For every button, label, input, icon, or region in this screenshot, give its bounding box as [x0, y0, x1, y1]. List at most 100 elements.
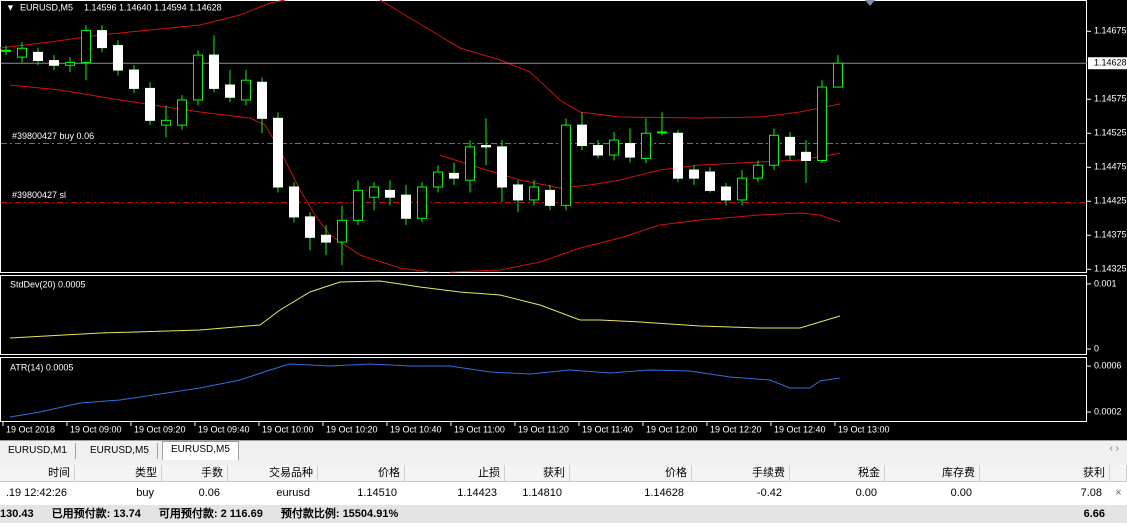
column-header: 时间: [0, 465, 75, 482]
time-label: 19 Oct 10:20: [326, 424, 378, 434]
candle-body: [97, 30, 107, 49]
band-upper: [0, 0, 286, 49]
time-label: 19 Oct 11:20: [518, 424, 569, 434]
indicator-axis-label: 0.0006: [1094, 360, 1122, 370]
time-label: 19 Oct 09:00: [70, 424, 122, 434]
column-header: 交易品种: [228, 465, 318, 482]
candle-body: [241, 79, 251, 101]
candle-body: [497, 146, 507, 188]
column-header: 类型: [75, 465, 162, 482]
time-label: 19 Oct 10:00: [262, 424, 314, 434]
stddev-pane-frame: [0, 275, 1087, 355]
close-order[interactable]: ×: [1115, 487, 1122, 499]
candle-body: [625, 142, 635, 158]
tab-bar: ‹ › EURUSD,M1 EURUSD,M5 EURUSD,M5: [0, 440, 1127, 461]
candle-body: [1, 49, 11, 52]
candle-body: [561, 124, 571, 206]
candle-body: [417, 186, 427, 219]
candle-body: [657, 131, 667, 134]
time-label: 19 Oct 12:20: [710, 424, 762, 434]
tab[interactable]: EURUSD,M5: [162, 441, 239, 460]
bid-box: [1088, 57, 1127, 70]
candle-body: [449, 172, 459, 179]
candle-body: [801, 151, 811, 161]
candle-body: [785, 136, 795, 156]
summary-profit: 6.66: [1083, 508, 1105, 520]
candle-body: [481, 145, 491, 148]
candle-body: [81, 30, 91, 64]
atr-pane-frame: [0, 357, 1087, 422]
column-header: 手数: [162, 465, 228, 482]
candle-body: [49, 60, 59, 66]
candle-body: [257, 81, 267, 119]
table-cell: .19 12:42:26: [5, 487, 67, 499]
candle-body: [273, 117, 283, 188]
table-cell: -0.42: [756, 487, 782, 499]
candle-body: [161, 119, 171, 126]
price-label: 1.14675: [1094, 26, 1127, 36]
table-cell: 0.00: [855, 487, 877, 499]
candle-body: [673, 132, 683, 179]
candle-body: [721, 186, 731, 201]
candle-body: [833, 62, 843, 88]
candle-body: [513, 184, 523, 201]
price-label: 1.14475: [1094, 162, 1127, 172]
time-label: 19 Oct 11:40: [582, 424, 633, 434]
candle-body: [609, 139, 619, 156]
time-label: 19 Oct 12:40: [774, 424, 826, 434]
table-cell: 1.14810: [522, 487, 562, 499]
candle-body: [65, 62, 75, 66]
column-header: 获利: [505, 465, 570, 482]
table-cell: 1.14510: [357, 487, 397, 499]
summary-item: 已用预付款: 13.74: [51, 508, 141, 520]
time-label: 19 Oct 09:20: [134, 424, 186, 434]
price-label: 1.14425: [1094, 196, 1127, 206]
time-label: 19 Oct 10:40: [390, 424, 442, 434]
candle-body: [385, 189, 395, 198]
column-header: 手续费: [692, 465, 790, 482]
time-label: 19 Oct 2018: [6, 424, 55, 434]
table-cell: 7.08: [1080, 487, 1102, 499]
column-header: 价格: [318, 465, 405, 482]
shift-marker: [865, 0, 875, 6]
tab[interactable]: EURUSD,M1: [0, 443, 76, 459]
band-lower: [9, 84, 431, 273]
candle-body: [641, 132, 651, 159]
menu-arrow[interactable]: ▼: [6, 2, 15, 12]
candle-body: [465, 146, 475, 181]
band-upper: [379, 0, 841, 119]
symbol: EURUSD,M5: [20, 2, 73, 12]
candle-body: [33, 51, 43, 62]
candle-body: [129, 69, 139, 89]
candle-body: [177, 99, 187, 126]
candle-body: [289, 186, 299, 218]
candle-body: [401, 194, 411, 219]
table-cell: eurusd: [276, 487, 310, 499]
indicator-axis-label: 0: [1094, 343, 1099, 353]
ohlc: 1.14596 1.14640 1.14594 1.14628: [84, 2, 222, 12]
candle-body: [577, 124, 587, 147]
candle-body: [305, 216, 315, 238]
column-header: 价格: [570, 465, 692, 482]
table-cell: 0.00: [950, 487, 972, 499]
time-label: 19 Oct 12:00: [646, 424, 698, 434]
tab[interactable]: EURUSD,M5: [82, 443, 158, 459]
time-label: 19 Oct 09:40: [198, 424, 250, 434]
column-header: 税金: [790, 465, 885, 482]
tab-scroll[interactable]: ‹ ›: [1109, 443, 1119, 454]
candle-body: [689, 169, 699, 179]
bid-label: 1.14628: [1094, 58, 1127, 68]
price-label: 1.14525: [1094, 128, 1127, 138]
candle-body: [369, 186, 379, 198]
summary-item: 130.43: [0, 508, 34, 520]
account-summary: 130.43 已用预付款: 13.74 可用预付款: 2 116.69 预付款比例: …: [0, 505, 1127, 523]
candle-body: [145, 87, 155, 121]
time-label: 19 Oct 11:00: [454, 424, 505, 434]
atr-line: [9, 363, 841, 418]
candle-body: [769, 134, 779, 166]
candle-body: [529, 186, 539, 201]
column-header: 获利: [980, 465, 1110, 482]
summary-item: 可用预付款: 2 116.69: [158, 508, 263, 520]
atr-label: ATR(14) 0.0005: [10, 362, 73, 372]
candle-body: [321, 234, 331, 243]
